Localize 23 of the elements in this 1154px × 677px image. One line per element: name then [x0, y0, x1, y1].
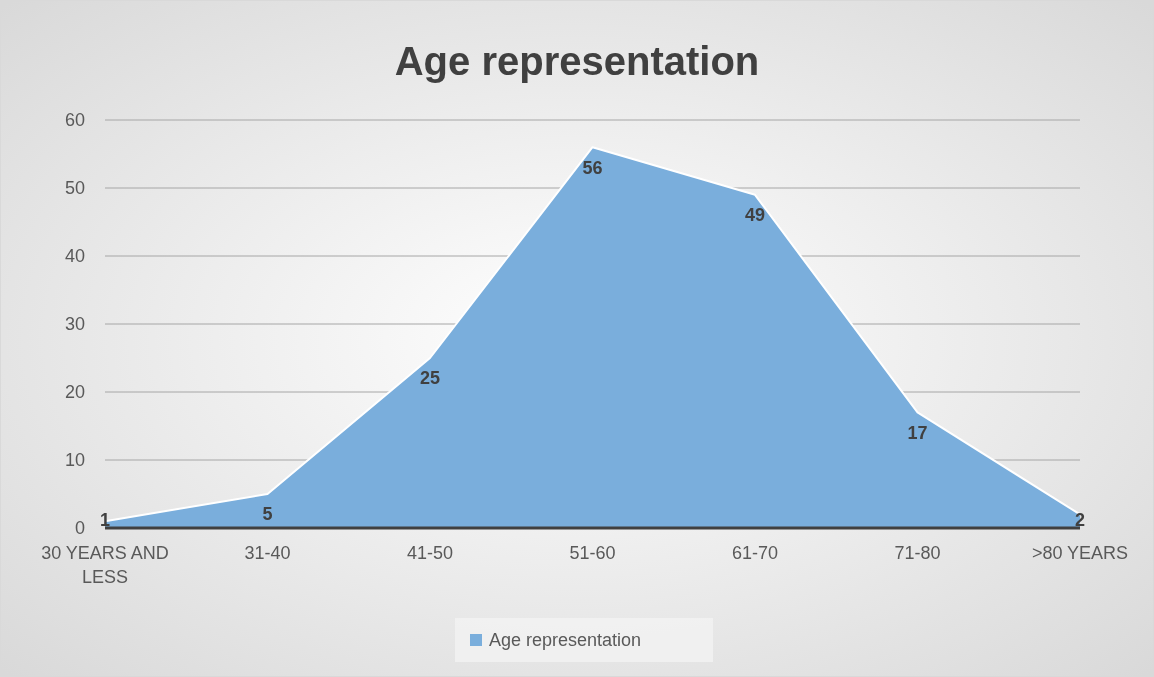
- x-tick-label: 51-60: [569, 543, 616, 563]
- y-tick-label: 10: [64, 450, 85, 471]
- data-label: 17: [907, 422, 928, 443]
- x-tick-label: >80 YEARS: [1031, 543, 1129, 563]
- legend-label: Age representation: [489, 630, 642, 651]
- x-tick-label: 30 YEARS AND LESS: [41, 543, 169, 587]
- y-tick-label: 40: [64, 246, 85, 267]
- y-tick-label: 20: [64, 382, 85, 403]
- y-tick-label: 30: [64, 314, 85, 335]
- data-label: 5: [262, 504, 273, 525]
- data-label: 25: [419, 368, 441, 389]
- x-tick-label: 61-70: [731, 543, 779, 563]
- chart-title: Age representation: [394, 39, 760, 83]
- data-label: 2: [1074, 510, 1086, 531]
- x-tick-label: 71-80: [894, 543, 941, 563]
- data-label: 49: [744, 205, 766, 226]
- y-tick-label: 60: [64, 110, 85, 131]
- data-label: 1: [99, 510, 111, 531]
- y-tick-label: 50: [64, 178, 85, 199]
- data-label: 56: [582, 157, 603, 178]
- x-tick-label: 31-40: [244, 543, 291, 563]
- y-tick-label: 0: [74, 518, 85, 539]
- x-tick-label: 41-50: [406, 543, 454, 563]
